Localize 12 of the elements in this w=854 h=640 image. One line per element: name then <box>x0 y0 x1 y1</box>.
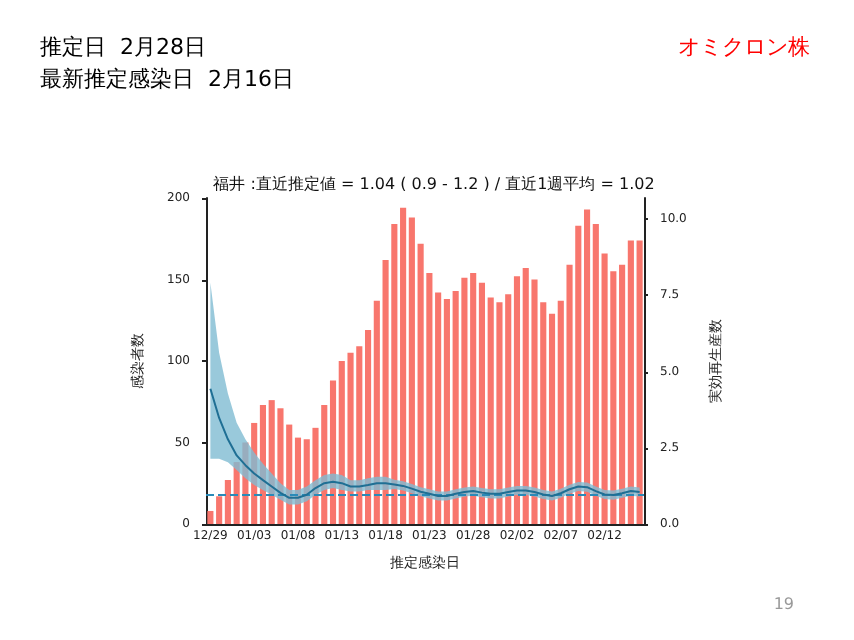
bar <box>347 352 354 524</box>
bar <box>583 209 591 524</box>
text: 推定日 2月28日 <box>40 34 206 60</box>
bar <box>461 277 468 524</box>
bar <box>513 276 521 524</box>
bar <box>636 240 643 524</box>
bar <box>496 302 503 524</box>
text: オミクロン株 <box>678 34 810 60</box>
text: 最新推定感染日 2月16日 <box>40 66 294 92</box>
chart-title: 福井 :直近推定値 = 1.04 ( 0.9 - 1.2 ) / 直近1週平均 = 1.02 <box>213 175 655 193</box>
line-series <box>209 387 641 499</box>
text: 19 <box>773 595 795 613</box>
